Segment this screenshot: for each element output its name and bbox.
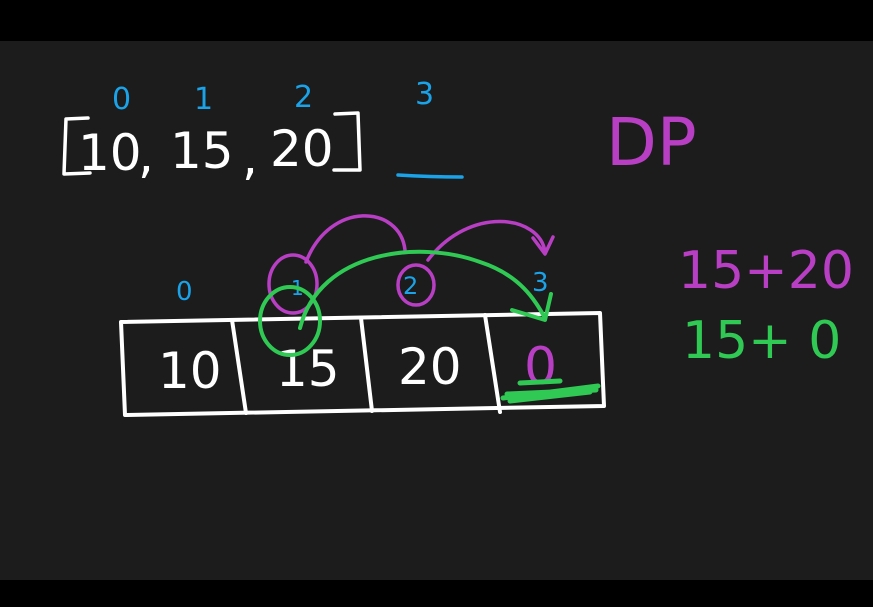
purple-arrowhead — [531, 235, 555, 256]
purple-arc-2-to-3 — [426, 219, 547, 262]
table-cell-2: 20 — [398, 338, 462, 396]
green-highlight-scribble — [500, 378, 601, 404]
top-bracket-open — [62, 116, 92, 176]
whiteboard-canvas — [0, 41, 873, 580]
expression-purple: 15+20 — [678, 241, 854, 301]
top-blank-slot — [396, 173, 464, 179]
table-index-0: 0 — [176, 277, 193, 307]
table-index-2: 2 — [403, 272, 418, 300]
top-index-2: 2 — [294, 80, 313, 115]
top-value-10: 10 — [78, 124, 142, 182]
purple-circle-index-2 — [396, 263, 436, 307]
green-arc-1-to-3 — [298, 249, 547, 330]
table-outline — [119, 311, 606, 417]
green-circle-index-1 — [258, 285, 322, 357]
dp-table: 0 1 2 3 10 15 20 0 — [119, 268, 606, 417]
table-divider-3 — [483, 313, 502, 414]
table-divider-2 — [359, 316, 374, 413]
purple-arc-1-to-2 — [304, 214, 407, 264]
green-arrowhead — [510, 292, 553, 322]
top-value-15: 15 — [170, 122, 234, 180]
table-cell-0: 10 — [158, 342, 222, 400]
top-value-20: 20 — [270, 120, 334, 178]
top-index-3: 3 — [415, 77, 434, 112]
purple-circle-index-1 — [267, 253, 319, 315]
top-index-1: 1 — [194, 82, 213, 117]
top-comma-1: , — [138, 126, 154, 184]
table-cell-3: 0 — [524, 337, 557, 397]
expression-green: 15+ 0 — [682, 311, 841, 371]
purple-step-arrows — [267, 214, 555, 315]
top-comma-2: , — [242, 128, 258, 186]
top-array: 0 1 2 3 10 , 15 , 20 — [62, 77, 464, 186]
green-skip-arrow — [258, 249, 553, 357]
dp-label: DP — [606, 104, 697, 181]
top-bracket-close — [332, 111, 362, 172]
table-divider-1 — [230, 318, 248, 415]
top-index-0: 0 — [112, 82, 131, 117]
table-index-3: 3 — [532, 268, 549, 298]
